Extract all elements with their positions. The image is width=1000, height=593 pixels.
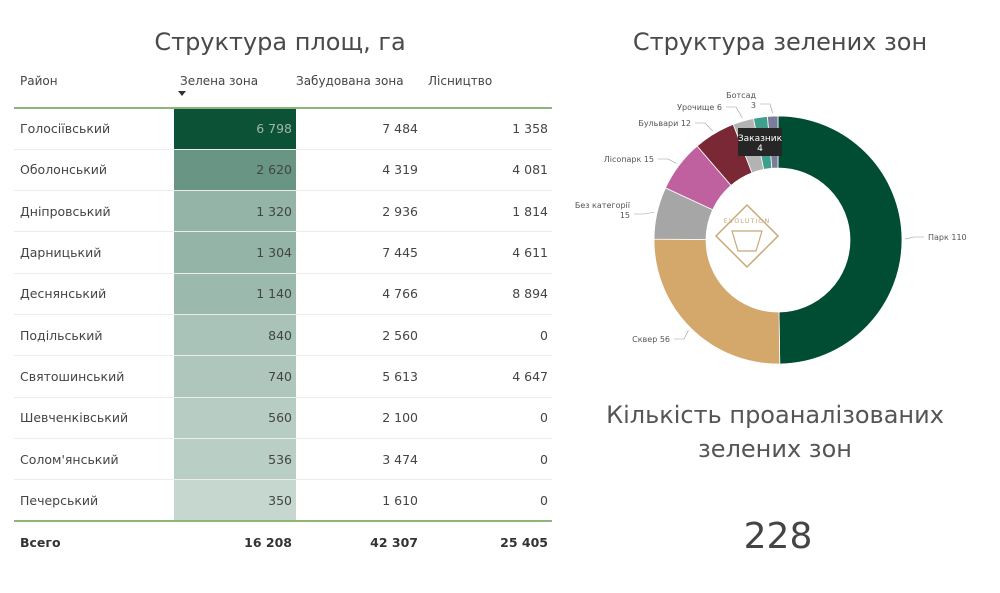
district-cell: Дніпровський [14, 190, 174, 233]
leader-line-2 [634, 211, 655, 215]
built-zone-cell: 5 613 [296, 355, 422, 398]
data-label-1: Сквер 56 [632, 335, 670, 344]
green-zone-cell: 1 320 [174, 190, 296, 233]
green-zone-cell: 1 304 [174, 231, 296, 274]
green-zone-cell: 560 [174, 397, 296, 439]
data-label-2: Без категорії [575, 201, 631, 210]
table-row[interactable]: Солом'янський 536 3 474 0 [14, 438, 552, 481]
column-header-district[interactable]: Район [20, 74, 58, 88]
leader-line-7 [760, 103, 773, 114]
green-zone-cell: 350 [174, 479, 296, 522]
table-row[interactable]: Оболонський 2 620 4 319 4 081 [14, 149, 552, 192]
district-cell: Печерський [14, 479, 174, 522]
total-green-zone: 16 208 [244, 534, 292, 550]
forestry-cell: 4 081 [422, 149, 552, 192]
data-label-0: Парк 110 [928, 233, 967, 242]
table-row[interactable]: Печерський 350 1 610 0 [14, 479, 552, 522]
logo-diamond [714, 203, 780, 269]
kpi-value: 228 [743, 516, 813, 557]
forestry-cell: 0 [422, 314, 552, 357]
logo-cup [731, 230, 763, 252]
leader-line-0 [904, 236, 924, 240]
forestry-cell: 1 814 [422, 190, 552, 233]
built-zone-cell: 2 936 [296, 190, 422, 233]
district-cell: Дарницький [14, 231, 174, 274]
district-cell: Подільський [14, 314, 174, 357]
data-label-4: Бульвари 12 [638, 119, 691, 128]
built-zone-cell: 2 560 [296, 314, 422, 357]
green-zone-cell: 536 [174, 438, 296, 481]
table-row[interactable]: Шевченківський 560 2 100 0 [14, 397, 552, 439]
logo-text: EVOLUTION [724, 217, 770, 225]
kpi-label-line1: Кількість проаналізованих [606, 401, 944, 429]
green-area-table: Район Зелена зона Забудована зона Лісниц… [14, 68, 552, 563]
table-row[interactable]: Голосіївський 6 798 7 484 1 358 [14, 108, 552, 150]
donut-title: Структура зелених зон [632, 28, 928, 56]
forestry-cell: 0 [422, 479, 552, 522]
district-cell: Шевченківський [14, 397, 174, 439]
green-zone-cell: 2 620 [174, 149, 296, 192]
green-zone-cell: 6 798 [174, 108, 296, 150]
district-cell: Оболонський [14, 149, 174, 192]
table-total-row: Всего 16 208 42 307 25 405 [14, 520, 552, 563]
data-label-7: 3 [751, 101, 756, 110]
leader-line-3 [658, 158, 677, 164]
data-label-3: Лісопарк 15 [604, 155, 654, 164]
table-row[interactable]: Дніпровський 1 320 2 936 1 814 [14, 190, 552, 233]
evolution-logo: EVOLUTION [714, 203, 780, 269]
built-zone-cell: 4 766 [296, 273, 422, 315]
data-label-7: Ботсад [726, 91, 756, 100]
built-zone-cell: 3 474 [296, 438, 422, 481]
district-cell: Деснянський [14, 273, 174, 315]
built-zone-cell: 7 445 [296, 231, 422, 274]
table-row[interactable]: Святошинський 740 5 613 4 647 [14, 355, 552, 398]
built-zone-cell: 1 610 [296, 479, 422, 522]
sort-descending-icon[interactable] [178, 91, 186, 96]
tooltip-box [738, 128, 782, 156]
forestry-cell: 0 [422, 438, 552, 481]
district-cell: Голосіївський [14, 108, 174, 150]
built-zone-cell: 4 319 [296, 149, 422, 192]
table-row[interactable]: Подільський 840 2 560 0 [14, 314, 552, 357]
table-row[interactable]: Деснянський 1 140 4 766 8 894 [14, 273, 552, 315]
column-header-forestry[interactable]: Лісництво [428, 74, 493, 88]
forestry-cell: 1 358 [422, 108, 552, 150]
table-header-row: Район Зелена зона Забудована зона Лісниц… [14, 68, 552, 108]
data-label-2: 15 [620, 211, 630, 220]
column-header-green-zone-label: Зелена зона [180, 74, 259, 88]
column-header-built-zone[interactable]: Забудована зона [296, 74, 404, 88]
donut-slice-0[interactable] [777, 115, 903, 365]
green-zone-cell: 840 [174, 314, 296, 357]
forestry-cell: 4 647 [422, 355, 552, 398]
leader-line-1 [674, 329, 689, 340]
forestry-cell: 4 611 [422, 231, 552, 274]
leader-line-4 [695, 122, 713, 132]
kpi-label: Кількість проаналізованих зелених зон [590, 398, 960, 466]
total-built-zone: 42 307 [370, 534, 418, 550]
total-forestry: 25 405 [500, 534, 548, 550]
table-row[interactable]: Дарницький 1 304 7 445 4 611 [14, 231, 552, 274]
green-zone-cell: 740 [174, 355, 296, 398]
total-label: Всего [20, 534, 61, 550]
green-zone-cell: 1 140 [174, 273, 296, 315]
donut-slice-1[interactable] [653, 238, 781, 365]
data-label-5: Урочище 6 [677, 103, 722, 112]
leader-line-5 [726, 106, 743, 119]
forestry-cell: 8 894 [422, 273, 552, 315]
tooltip-text: 4 [757, 144, 763, 154]
built-zone-cell: 2 100 [296, 397, 422, 439]
tooltip-text: Заказник [738, 134, 783, 144]
district-cell: Святошинський [14, 355, 174, 398]
built-zone-cell: 7 484 [296, 108, 422, 150]
column-header-green-zone[interactable]: Зелена зона [174, 68, 296, 108]
table-title: Структура площ, га [154, 28, 406, 56]
district-cell: Солом'янський [14, 438, 174, 481]
forestry-cell: 0 [422, 397, 552, 439]
kpi-label-line2: зелених зон [698, 435, 852, 463]
